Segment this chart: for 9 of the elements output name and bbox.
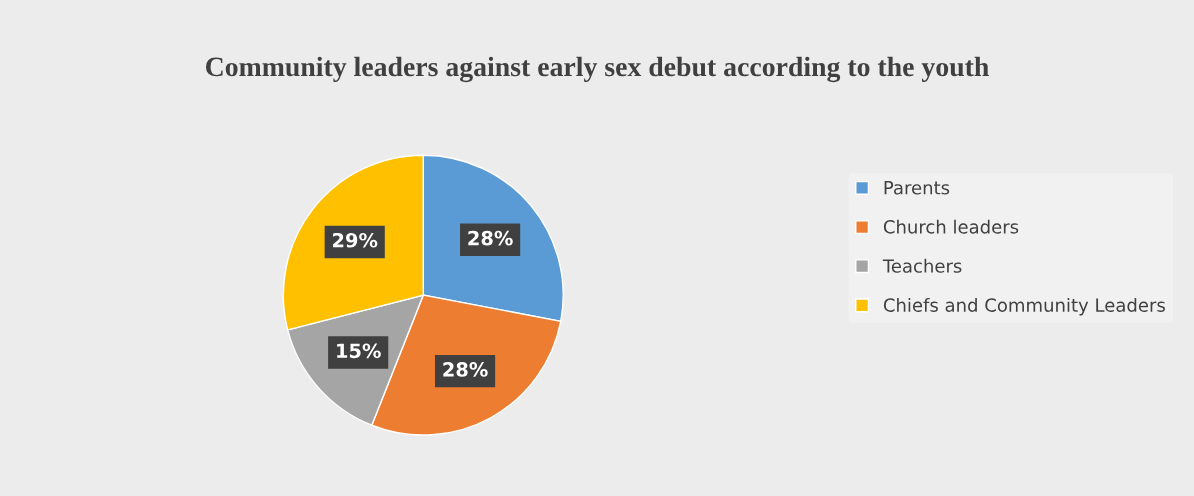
data-label: 28%	[443, 362, 488, 377]
legend-label: Church leaders	[883, 219, 1019, 234]
data-label: 29%	[332, 232, 378, 248]
legend-label: Parents	[884, 181, 950, 195]
data-label: 15%	[337, 343, 381, 359]
legend-label: Teachers	[882, 258, 962, 273]
chart-title: Community leaders against early sex debut according to the youth	[206, 56, 989, 83]
legend-label: Chiefs and Community Leaders	[883, 297, 1165, 316]
data-label: 28%	[468, 230, 513, 246]
